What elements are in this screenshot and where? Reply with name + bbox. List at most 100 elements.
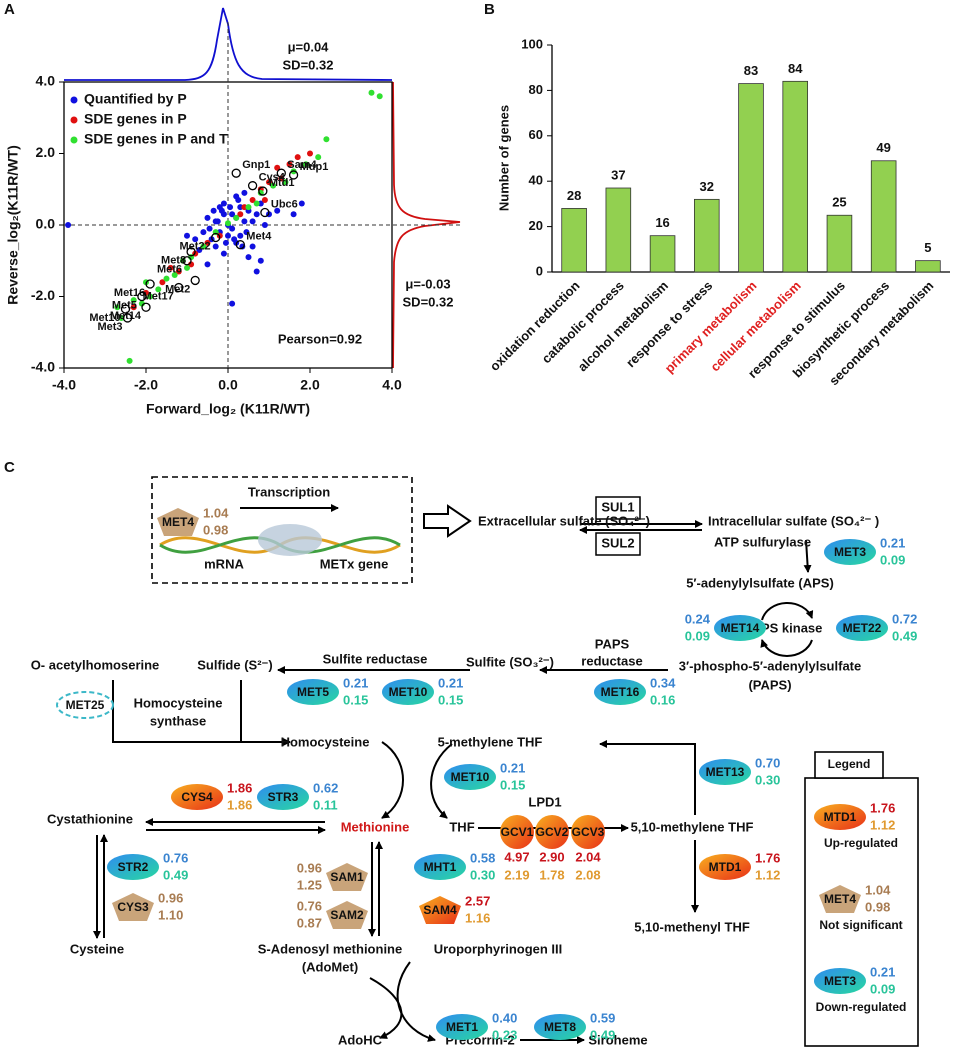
point [368, 89, 375, 96]
big-arrow [423, 504, 472, 538]
note: μ=0.04 [288, 39, 330, 54]
fold-change: 0.30 [755, 772, 780, 787]
arrow [760, 639, 813, 657]
annotated-point [122, 313, 133, 323]
point [188, 261, 195, 268]
fold-change: 0.62 [313, 780, 338, 795]
point [175, 268, 182, 275]
arrow [430, 743, 453, 819]
legend-label: Down-regulated [816, 1000, 907, 1014]
arrow [381, 741, 404, 819]
fold-change: 1.04 [865, 882, 891, 897]
bar [915, 260, 941, 273]
fold-change: 2.04 [575, 849, 601, 864]
legend-marker [70, 136, 78, 144]
value-label: 5 [924, 240, 931, 255]
enzyme-shape [107, 854, 159, 880]
panel-label: B [484, 1, 495, 18]
point [118, 314, 125, 321]
enzyme-shape [171, 784, 223, 810]
annotation: Met3 [97, 321, 122, 333]
metabolite: Cystathionine [47, 811, 133, 826]
point [220, 250, 227, 257]
fold-change: 0.49 [892, 628, 917, 643]
point [229, 300, 236, 307]
enzyme-shape [382, 679, 434, 705]
fold-change: 0.16 [650, 692, 675, 707]
annotated-point [190, 275, 200, 286]
bar [693, 198, 720, 273]
point [214, 218, 221, 225]
fold-change: 0.72 [892, 611, 917, 626]
point [261, 222, 268, 228]
enzyme-shape [699, 759, 751, 785]
point [163, 275, 170, 282]
value-label: 25 [832, 195, 846, 210]
point [200, 243, 207, 250]
arrow [599, 740, 696, 815]
annotation: Mtd1 [269, 177, 295, 189]
value-label: 83 [744, 63, 758, 78]
enzyme-box-label: SUL1 [601, 499, 634, 514]
metabolite: Cysteine [70, 941, 124, 956]
fold-change: 0.09 [685, 628, 710, 643]
enzyme-label: MTD1 [709, 860, 742, 874]
point [253, 268, 260, 275]
legend-label: Up-regulated [824, 836, 898, 850]
y-axis-label: Reverse_log₂(K11R/WT) [5, 145, 21, 305]
point [159, 279, 166, 286]
point [184, 264, 190, 271]
metabolite: Methionine [341, 819, 410, 834]
y-tick-label: 2.0 [36, 144, 56, 160]
enzyme-label: MET10 [389, 685, 428, 699]
fold-change: 0.09 [880, 552, 905, 567]
box [595, 532, 641, 556]
enzyme-label: MHT1 [424, 860, 457, 874]
panel-label: A [4, 1, 15, 18]
point [196, 247, 203, 254]
enzyme-box-label: SUL2 [601, 535, 634, 550]
point [253, 200, 260, 207]
x-tick-label: 4.0 [382, 377, 402, 393]
gene-box [151, 476, 413, 584]
point [233, 214, 240, 221]
fold-change: 2.08 [575, 867, 600, 882]
enzyme-shape [112, 893, 154, 921]
fold-change: 1.12 [755, 867, 780, 882]
annotation: Met10 [89, 312, 120, 324]
annotated-point [145, 279, 155, 289]
metabolite: 5,10-methylene THF [631, 819, 754, 834]
metabolite: 5-methylene THF [438, 734, 543, 749]
metabolite: Siroheme [588, 1032, 647, 1047]
legend-tab [814, 751, 884, 779]
point [229, 225, 236, 232]
metabolite: 5,10-methenyl THF [634, 919, 750, 934]
fold-change: 0.15 [343, 692, 368, 707]
bar [826, 214, 853, 273]
enzyme-label: MET4 [162, 515, 194, 529]
enzyme-label: MET1 [446, 1020, 478, 1034]
enzyme-shape [824, 539, 876, 565]
fold-change: 0.98 [865, 899, 890, 914]
metabolite: THF [449, 819, 474, 834]
enzyme-label: MET25 [66, 698, 105, 712]
point [126, 357, 133, 364]
annotated-point [260, 207, 270, 218]
enzyme-label: SAM2 [330, 908, 364, 922]
enzyme-label: SAM1 [330, 870, 364, 884]
enzyme-label: SAM4 [423, 903, 457, 917]
annotated-point [235, 240, 245, 250]
label: Sulfite reductase [323, 651, 428, 666]
metabolite: Sulfide (S²⁻) [197, 657, 272, 672]
point [249, 243, 256, 250]
fold-change: 0.24 [685, 611, 711, 626]
fold-change: 0.98 [203, 522, 228, 537]
point [200, 229, 207, 236]
point [167, 264, 174, 271]
value-label: 49 [876, 140, 890, 155]
annotation: Ubc6 [271, 198, 298, 210]
density-curve [392, 81, 461, 369]
arrow [369, 977, 403, 1039]
point [307, 150, 313, 157]
bar [738, 83, 764, 273]
